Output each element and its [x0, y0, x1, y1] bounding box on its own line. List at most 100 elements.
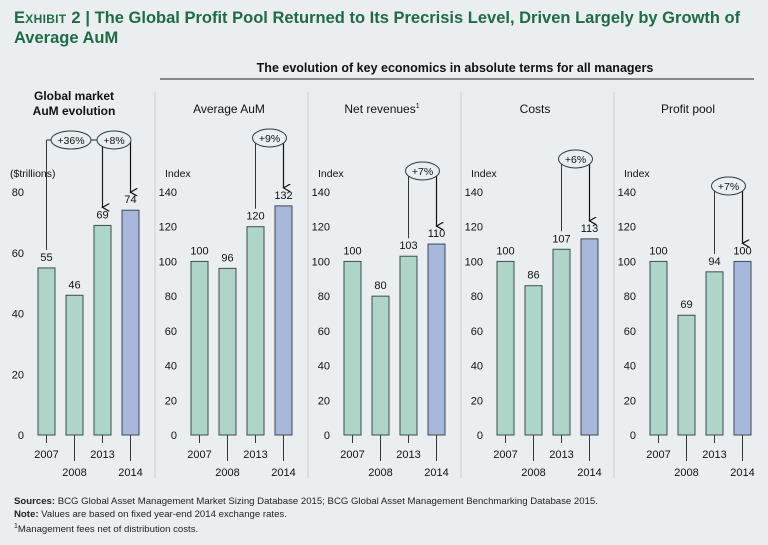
x-tick-label: 2007	[340, 449, 364, 461]
data-label: 100	[733, 245, 751, 257]
data-label: 120	[246, 211, 264, 223]
data-label: 100	[190, 245, 208, 257]
y-tick-label: 140	[312, 187, 330, 199]
bar	[677, 314, 696, 436]
y-tick-label: 60	[12, 248, 24, 260]
x-tick-label: 2007	[34, 449, 58, 461]
chart-title-line: AuM evolution	[33, 104, 116, 118]
y-tick-label: 80	[12, 187, 24, 199]
unit-label: Index	[624, 168, 650, 180]
y-tick-label: 80	[624, 291, 636, 303]
bar	[705, 271, 724, 436]
x-tick-label: 2013	[243, 449, 267, 461]
y-tick-label: 80	[318, 291, 330, 303]
data-label: 113	[581, 223, 599, 235]
y-tick-label: 20	[12, 369, 24, 381]
y-tick-label: 40	[471, 361, 483, 373]
data-label: 96	[221, 252, 233, 264]
y-tick-label: 60	[318, 326, 330, 338]
footnote-marker: 1	[14, 523, 18, 531]
y-tick-label: 20	[624, 395, 636, 407]
growth-bubble	[558, 149, 593, 169]
bar	[343, 260, 362, 436]
growth-label: +36%	[57, 135, 84, 147]
y-tick-label: 140	[465, 187, 483, 199]
y-tick-label: 0	[18, 430, 24, 442]
y-tick-label: 0	[630, 430, 636, 442]
y-tick-label: 40	[165, 361, 177, 373]
footnote-text: Management fees net of distribution cost…	[17, 524, 199, 536]
y-tick-label: 120	[159, 222, 177, 234]
bar	[580, 238, 599, 436]
bar	[399, 255, 418, 436]
growth-bubble	[50, 130, 92, 150]
chart-title: Average AuM	[193, 102, 265, 116]
data-label: 55	[40, 252, 52, 264]
y-tick-label: 0	[171, 430, 177, 442]
data-label: 80	[374, 280, 386, 292]
sources-label: Sources:	[14, 496, 56, 507]
x-tick-label: 2013	[90, 449, 114, 461]
data-label: 46	[68, 279, 80, 291]
y-tick-label: 120	[312, 222, 330, 234]
data-label: 100	[649, 245, 667, 257]
y-tick-label: 80	[165, 291, 177, 303]
y-tick-label: 40	[318, 361, 330, 373]
x-tick-label: 2008	[62, 467, 86, 479]
exhibit-title: Exhibit 2 | The Global Profit Pool Retur…	[14, 8, 754, 48]
unit-label: ($trillions)	[10, 168, 56, 180]
section-heading: The evolution of key economics in absolu…	[257, 61, 654, 75]
title-footnote-marker: 1	[416, 103, 420, 110]
y-tick-label: 60	[624, 326, 636, 338]
x-tick-label: 2007	[646, 449, 670, 461]
x-tick-label: 2014	[577, 467, 601, 479]
growth-bubble	[252, 128, 287, 148]
unit-label: Index	[318, 168, 344, 180]
bar	[496, 260, 515, 436]
note-line: Note: Values are based on fixed year-end…	[14, 509, 759, 522]
x-tick-label: 2008	[674, 467, 698, 479]
chart-title-line: Global market	[34, 89, 114, 103]
x-tick-label: 2008	[368, 467, 392, 479]
data-label: 100	[496, 245, 514, 257]
bar	[121, 209, 140, 436]
growth-label: +8%	[103, 135, 124, 147]
bar	[649, 260, 668, 436]
data-label: 94	[708, 256, 720, 268]
growth-label: +9%	[259, 133, 280, 145]
y-tick-label: 140	[618, 187, 636, 199]
y-tick-label: 40	[12, 309, 24, 321]
footnotes: Sources: BCG Global Asset Management Mar…	[14, 496, 759, 537]
chart-title: Costs	[520, 102, 551, 116]
y-tick-label: 20	[318, 395, 330, 407]
x-tick-label: 2014	[424, 467, 448, 479]
y-tick-label: 60	[165, 326, 177, 338]
bar	[371, 295, 390, 436]
x-tick-label: 2014	[118, 467, 142, 479]
chart-title: Net revenues1	[344, 102, 419, 116]
data-label: 110	[428, 228, 446, 240]
y-tick-label: 20	[471, 395, 483, 407]
bar	[427, 243, 446, 436]
x-tick-label: 2008	[215, 467, 239, 479]
sources-line: Sources: BCG Global Asset Management Mar…	[14, 496, 759, 509]
y-tick-label: 0	[477, 430, 483, 442]
x-tick-label: 2007	[493, 449, 517, 461]
x-tick-label: 2013	[702, 449, 726, 461]
y-tick-label: 100	[312, 256, 330, 268]
y-tick-label: 60	[471, 326, 483, 338]
bar	[733, 260, 752, 436]
x-tick-label: 2013	[396, 449, 420, 461]
data-label: 74	[124, 194, 136, 206]
bar	[37, 267, 56, 436]
bar	[246, 226, 265, 436]
y-tick-label: 120	[618, 222, 636, 234]
bar	[65, 294, 84, 436]
sources-text: BCG Global Asset Management Market Sizin…	[55, 496, 598, 507]
data-label: 100	[343, 245, 361, 257]
y-tick-label: 80	[471, 291, 483, 303]
data-label: 86	[527, 270, 539, 282]
bar	[524, 285, 543, 436]
